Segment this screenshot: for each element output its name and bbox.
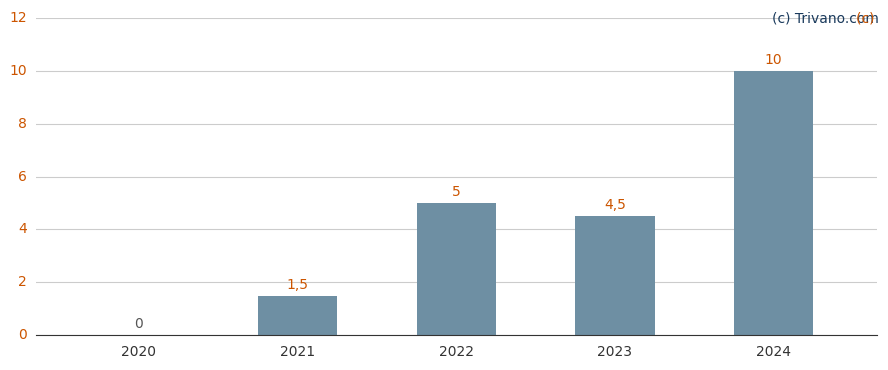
- Bar: [575, 216, 654, 335]
- Text: 6: 6: [19, 169, 28, 184]
- Bar: [734, 71, 813, 335]
- Text: 5: 5: [452, 185, 461, 199]
- Text: 0: 0: [134, 317, 143, 331]
- Text: 10: 10: [10, 64, 28, 78]
- Text: (c) Trivano.com: (c) Trivano.com: [773, 11, 879, 25]
- Text: (c): (c): [856, 11, 879, 25]
- Text: 1,5: 1,5: [287, 278, 308, 292]
- Text: 0: 0: [19, 328, 28, 342]
- Bar: [258, 296, 337, 335]
- Text: 10: 10: [765, 53, 782, 67]
- Text: 4,5: 4,5: [604, 198, 626, 212]
- Text: 4: 4: [19, 222, 28, 236]
- Text: 2: 2: [19, 275, 28, 289]
- Bar: [416, 203, 496, 335]
- Text: 8: 8: [19, 117, 28, 131]
- Text: 12: 12: [10, 11, 28, 25]
